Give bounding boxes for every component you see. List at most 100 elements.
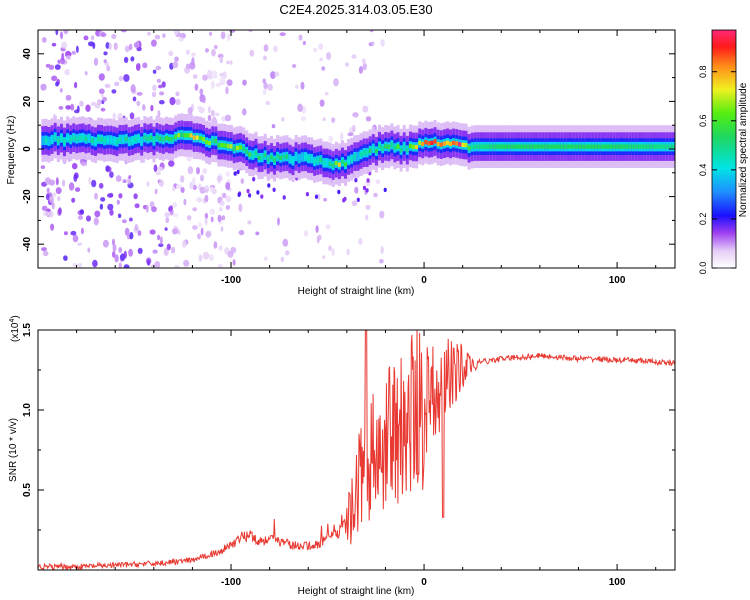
- spectrogram-noise-mark: [71, 50, 76, 55]
- spectrogram-ridge-mark: [560, 144, 564, 149]
- spectrogram-noise-mark: [123, 264, 130, 268]
- spectrogram-noise-mark: [319, 57, 324, 62]
- spectrogram-ridge-mark: [362, 150, 366, 155]
- snr-yscale-prefix: (x10: [10, 322, 21, 342]
- spectrogram-noise-mark: [174, 264, 180, 268]
- spectrogram-noise-mark: [175, 98, 181, 106]
- spectrogram-ridge-mark: [168, 136, 172, 142]
- spectrogram-ridge-mark: [374, 149, 378, 154]
- spectrogram-ridge-mark: [121, 137, 125, 142]
- spectrogram-noise-mark: [222, 71, 227, 79]
- spectrogram-noise-mark: [91, 179, 97, 188]
- spectrogram-noise-mark: [116, 199, 120, 205]
- spectrogram-ridge-mark: [266, 157, 270, 162]
- spectrogram-noise-mark: [207, 69, 213, 78]
- colorbar-gradient: [711, 29, 737, 269]
- spectrogram-noise-layer: [40, 30, 387, 268]
- spectrogram-ridge-mark: [359, 152, 363, 157]
- spectrogram-ridge-mark: [143, 135, 147, 140]
- spectrogram-noise-mark: [173, 213, 179, 217]
- spectrogram-ridge-mark: [75, 136, 79, 142]
- spectrogram-noise-mark: [169, 205, 173, 212]
- spectrogram-ridge-mark: [251, 153, 255, 158]
- spectrogram-ridge-mark: [97, 136, 101, 142]
- spectrogram-ridge-mark: [371, 146, 375, 151]
- spectrogram-noise-mark: [200, 227, 204, 236]
- spectrogram-noise-mark: [112, 244, 117, 252]
- spectrogram-noise-mark: [76, 45, 79, 53]
- spectrogram-noise-mark: [365, 214, 369, 221]
- spectrogram-noise-mark: [136, 92, 143, 96]
- spectrogram-noise-mark: [351, 124, 356, 133]
- spectrogram-ridge-mark: [356, 154, 360, 159]
- spectrogram-noise-mark: [218, 245, 223, 251]
- spectrogram-ridge-mark: [489, 144, 493, 149]
- spectrogram-noise-mark: [137, 247, 143, 254]
- spectrogram-ridge-mark: [69, 137, 73, 142]
- spectrogram-ridge-mark: [232, 146, 236, 151]
- spectrogram-noise-mark: [204, 217, 208, 226]
- spectrogram-noise-mark: [74, 109, 80, 114]
- spectrogram-ridge-mark: [439, 142, 443, 147]
- spectrogram-ridge-mark: [208, 140, 212, 146]
- spectrogram-noise-mark: [150, 39, 157, 47]
- spectrogram-noise-mark: [118, 262, 122, 268]
- spectrogram-noise-mark: [102, 239, 109, 248]
- spectrogram-noise-mark: [328, 245, 332, 251]
- spectrogram-ridge-mark: [399, 148, 403, 153]
- spectrogram-noise-mark: [42, 250, 49, 257]
- spectrogram-noise-mark: [194, 83, 199, 91]
- spectrogram-ridge-mark: [161, 137, 165, 142]
- spectrogram-noise-mark: [213, 44, 218, 50]
- spectrogram-noise-mark: [79, 209, 84, 215]
- spectrogram-ridge-mark: [242, 146, 246, 151]
- spectrogram-noise-mark: [183, 259, 190, 267]
- spectrogram-noise-mark: [158, 243, 164, 248]
- spectrogram-noise-mark: [161, 81, 166, 88]
- spectrogram-ridge-mark: [220, 142, 224, 148]
- spectrogram-noise-mark: [220, 31, 226, 40]
- spectrogram-noise-mark: [155, 65, 162, 71]
- spectrogram-ridge-mark: [257, 155, 261, 160]
- spectrogram-noise-mark: [354, 178, 358, 183]
- spectrogram-noise-mark: [97, 99, 102, 106]
- svg-text:(x104): (x104): [9, 315, 21, 342]
- spectrogram-ridge-mark: [202, 137, 206, 142]
- spectrogram-noise-mark: [178, 37, 184, 42]
- spectrogram-ridge-mark: [671, 144, 675, 149]
- spectrogram-noise-mark: [91, 35, 95, 41]
- spectrogram-noise-mark: [154, 260, 161, 268]
- spectrogram-noise-mark: [129, 232, 134, 240]
- spectrogram-noise-mark: [207, 106, 211, 114]
- spectrogram-xlabel: Height of straight line (km): [298, 286, 415, 297]
- spectrogram-noise-mark: [260, 194, 264, 199]
- spectrogram-ridge-mark: [269, 155, 273, 160]
- spectrogram-ridge-mark: [634, 144, 638, 149]
- spectrogram-noise-mark: [168, 160, 175, 167]
- spectrogram-noise-mark: [252, 177, 256, 182]
- spectrogram-xtick-label: 0: [421, 275, 427, 286]
- spectrogram-noise-mark: [112, 251, 116, 258]
- spectrogram-noise-mark: [112, 112, 117, 120]
- spectrogram-ridge-mark: [174, 134, 178, 139]
- spectrogram-noise-mark: [202, 251, 210, 260]
- spectrogram-ridge-mark: [656, 144, 660, 149]
- spectrogram-noise-mark: [173, 30, 179, 35]
- spectrogram-noise-mark: [238, 203, 243, 212]
- spectrogram-ridge-mark: [211, 138, 215, 143]
- spectrogram-noise-mark: [124, 227, 130, 236]
- spectrogram-noise-mark: [218, 207, 223, 212]
- spectrogram-ridge-mark: [378, 144, 382, 149]
- spectrogram-ridge-mark: [217, 143, 221, 148]
- spectrogram-ridge-mark: [631, 144, 635, 149]
- spectrogram-ridge-mark: [594, 144, 598, 149]
- spectrogram-noise-mark: [211, 70, 218, 77]
- spectrogram-noise-mark: [65, 94, 72, 101]
- spectrogram-noise-mark: [174, 56, 179, 62]
- snr-frame: [37, 329, 676, 571]
- spectrogram-ridge-mark: [316, 158, 320, 163]
- spectrogram-noise-mark: [49, 196, 55, 204]
- spectrogram-ridge-mark: [418, 140, 422, 145]
- spectrogram-ridge-mark: [177, 133, 181, 138]
- spectrogram-noise-mark: [74, 81, 78, 89]
